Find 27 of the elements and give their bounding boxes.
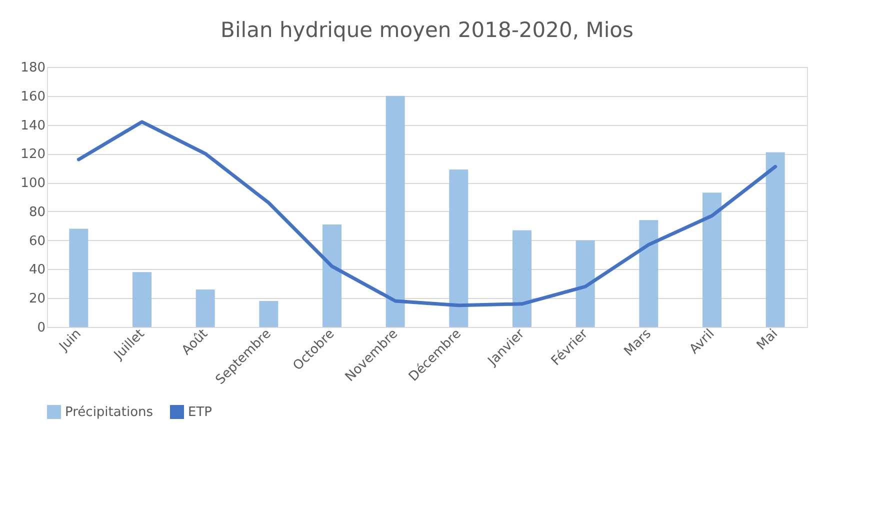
bar: [766, 152, 785, 327]
y-tick-label: 140: [20, 118, 46, 134]
bar: [259, 301, 278, 327]
bar: [386, 96, 405, 327]
bar: [69, 228, 88, 327]
bar: [576, 240, 595, 327]
y-tick-label: 180: [20, 60, 46, 76]
y-tick-label: 60: [28, 234, 46, 249]
legend-label: Précipitations: [65, 405, 154, 420]
bar: [512, 230, 532, 327]
y-tick-label: 40: [28, 262, 46, 278]
y-tick-label: 160: [20, 89, 46, 104]
line-series: [76, 120, 778, 308]
y-tick-label: 20: [28, 292, 46, 307]
y-tick-label: 100: [20, 176, 46, 192]
x-tick-label: Mai: [754, 326, 781, 354]
bar: [702, 192, 722, 327]
bar: [449, 170, 468, 327]
legend-label: ETP: [188, 405, 212, 420]
bar: [322, 224, 342, 327]
bar: [639, 220, 658, 327]
chart-title: Bilan hydrique moyen 2018-2020, Mios: [220, 18, 634, 42]
bar: [196, 289, 215, 327]
y-tick-label: 120: [20, 147, 46, 162]
bar: [132, 272, 152, 327]
y-tick-label: 80: [28, 204, 46, 220]
y-tick-label: 0: [37, 320, 46, 336]
